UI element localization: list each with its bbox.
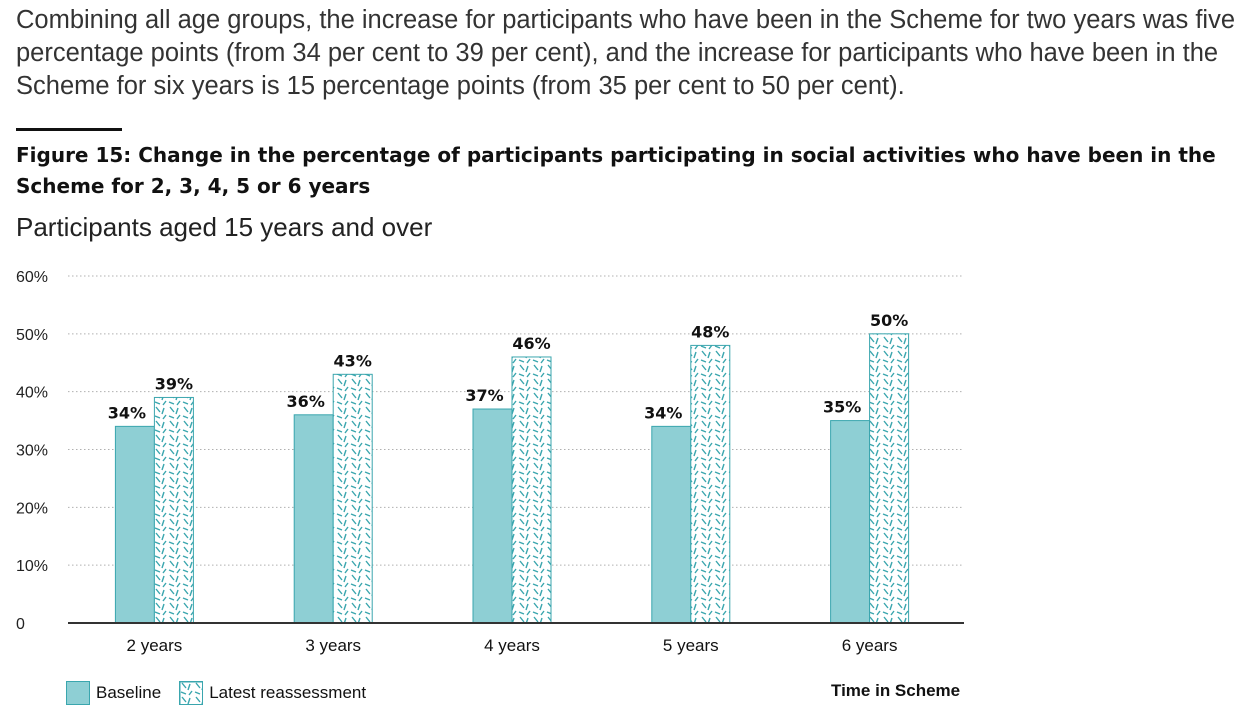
x-category-label: 6 years (842, 636, 898, 655)
label-latest-4: 48% (691, 322, 729, 341)
x-category-label: 3 years (305, 636, 361, 655)
legend-swatch-latest (179, 681, 204, 705)
bar-latest-2 (332, 373, 373, 624)
bar-baseline-5 (830, 420, 871, 624)
figure-title: Figure 15: Change in the percentage of p… (16, 143, 1216, 198)
y-tick-label: 0 (16, 616, 25, 633)
y-tick-label: 40% (16, 385, 48, 402)
bar-latest-5 (869, 333, 910, 624)
axes: 0 10% 20% 30% 40% 50% 60% 2 years 3 years 4 years… (16, 269, 964, 655)
bar-baseline-4 (651, 425, 692, 624)
legend-label-baseline: Baseline (96, 683, 162, 702)
label-baseline-5: 35% (823, 398, 861, 417)
chart-subtitle: Participants aged 15 years and over (16, 212, 433, 242)
y-tick-label: 10% (16, 558, 48, 575)
y-tick-label: 30% (16, 443, 48, 460)
label-latest-3: 46% (512, 334, 550, 353)
label-baseline-2: 36% (287, 392, 325, 411)
label-latest-5: 50% (870, 311, 908, 330)
x-category-label: 4 years (484, 636, 540, 655)
legend-label-latest: Latest reassessment (209, 683, 367, 702)
bar-baseline-3 (472, 408, 513, 624)
gridlines (68, 275, 962, 566)
label-baseline-3: 37% (465, 386, 503, 405)
x-axis-title: Time in Scheme (831, 681, 961, 700)
label-baseline-4: 34% (644, 403, 682, 422)
bars (114, 333, 910, 624)
intro-paragraph: Combining all age groups, the increase f… (16, 6, 1235, 100)
bar-latest-3 (511, 356, 552, 624)
bar-latest-1 (153, 396, 194, 624)
y-tick-label: 20% (16, 500, 48, 517)
legend-item-baseline: Baseline (66, 681, 161, 705)
data-labels: 34% 39% 36% 43% 37% 46% 34% 48% 35% 50% (108, 311, 908, 423)
title-rule (16, 128, 122, 131)
bar-baseline-2 (293, 414, 334, 624)
legend: Baseline Latest reassessment (66, 680, 384, 706)
y-tick-label: 60% (16, 269, 48, 286)
bar-latest-4 (690, 344, 731, 624)
label-baseline-1: 34% (108, 403, 146, 422)
legend-swatch-baseline (66, 681, 90, 705)
label-latest-1: 39% (155, 374, 193, 393)
y-tick-label: 50% (16, 327, 48, 344)
bar-baseline-1 (114, 425, 155, 624)
x-category-label: 2 years (127, 636, 183, 655)
label-latest-2: 43% (334, 351, 372, 370)
x-category-label: 5 years (663, 636, 719, 655)
legend-item-latest: Latest reassessment (179, 681, 366, 705)
